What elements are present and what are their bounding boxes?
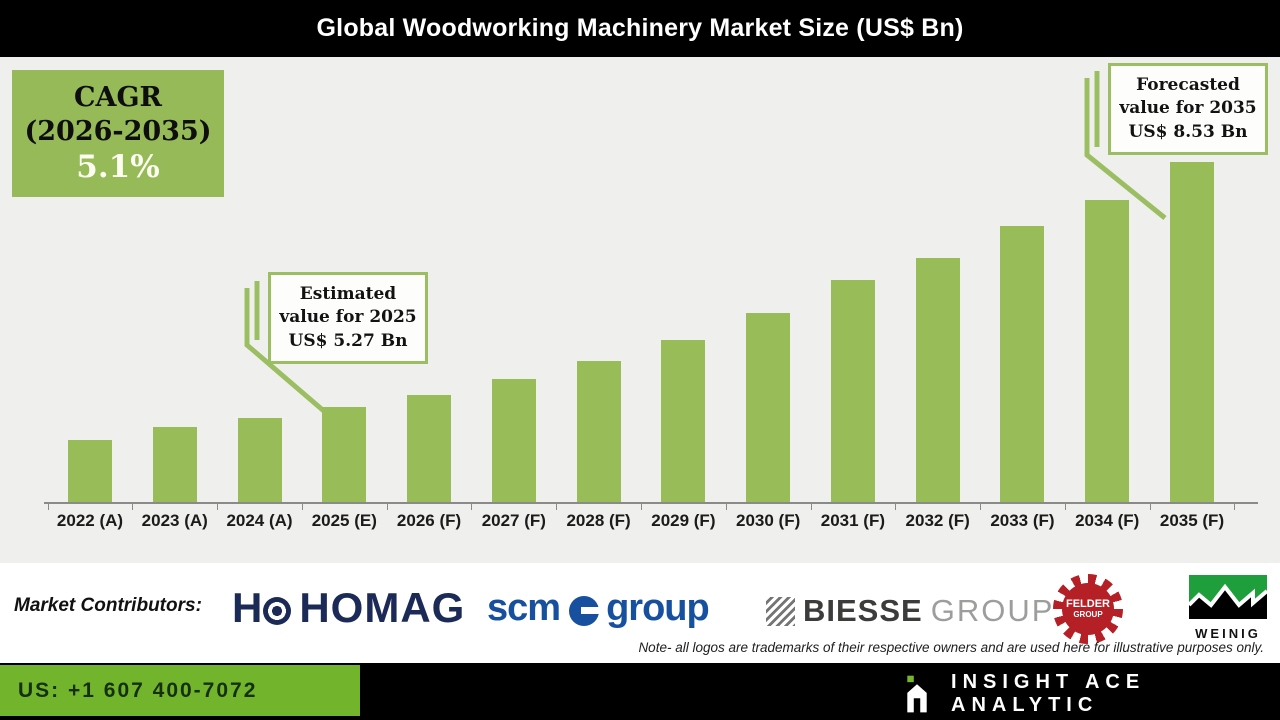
x-axis-tick	[1064, 504, 1066, 510]
contributors-label: Market Contributors:	[14, 595, 202, 616]
x-axis-tick	[1234, 504, 1236, 510]
x-axis-tick	[386, 504, 388, 510]
phone-number: US: +1 607 400-7072	[18, 678, 258, 702]
estimated-line2: value for 2025	[279, 307, 417, 328]
callout-forecasted-2035: Forecasted value for 2035 US$ 8.53 Bn	[1108, 63, 1268, 155]
scm-group-wordmark: group	[606, 587, 710, 629]
biesse-wordmark: BIESSE	[803, 593, 923, 628]
x-axis-tick	[301, 504, 303, 510]
felder-line1: FELDER	[1066, 598, 1110, 611]
bar-2023-a	[152, 427, 197, 503]
contributors-strip: Market Contributors: H HOMAG scm group B…	[0, 563, 1280, 663]
bar-2033-f	[1000, 226, 1045, 503]
bar-2028-f	[576, 361, 621, 503]
forecasted-value: US$ 8.53 Bn	[1128, 121, 1248, 142]
bar-2024-a	[237, 418, 282, 503]
trademark-note: Note- all logos are trademarks of their …	[638, 640, 1264, 655]
x-axis-tick	[217, 504, 219, 510]
x-axis-label: 2026 (F)	[396, 511, 462, 530]
x-axis-label: 2032 (F)	[905, 511, 970, 530]
biesse-group-wordmark: GROUP	[930, 593, 1055, 628]
scm-circle-e-icon	[569, 595, 601, 626]
weinig-logo: WEINIG	[1187, 575, 1269, 641]
bar-2031-f	[830, 280, 875, 503]
bar-2026-f	[407, 395, 452, 503]
homag-h-letter: H	[232, 584, 262, 631]
estimated-value: US$ 5.27 Bn	[288, 330, 408, 351]
scm-wordmark: scm	[487, 587, 561, 629]
scm-group-logo: scm group	[487, 587, 710, 630]
footer-bar: US: +1 607 400-7072 INSIGHT ACE ANALYTIC	[0, 663, 1280, 720]
brand-name: INSIGHT ACE ANALYTIC	[951, 671, 1146, 716]
x-axis-label: 2022 (A)	[56, 511, 124, 530]
cagr-range: (2026-2035)	[24, 115, 212, 147]
x-axis-tick	[640, 504, 642, 510]
bar-2025-e	[322, 407, 367, 503]
bar-2029-f	[661, 340, 706, 503]
x-axis-label: 2023 (A)	[141, 511, 208, 530]
phone-box: US: +1 607 400-7072	[0, 665, 360, 716]
weinig-wordmark: WEINIG	[1195, 626, 1261, 641]
x-axis-label: 2034 (F)	[1075, 511, 1140, 530]
x-axis-tick	[810, 504, 812, 510]
bar-2022-a	[67, 440, 112, 503]
x-axis-label: 2028 (F)	[566, 511, 631, 530]
felder-line2: GROUP	[1073, 609, 1103, 619]
forecasted-line1: Forecasted	[1136, 74, 1240, 95]
bar-2035-f	[1169, 162, 1214, 503]
homag-circle-dot-icon	[263, 597, 292, 625]
title-bar: Global Woodworking Machinery Market Size…	[0, 0, 1280, 57]
x-axis-label: 2029 (F)	[651, 511, 716, 530]
x-axis-tick	[725, 504, 727, 510]
homag-logo: H HOMAG	[232, 584, 465, 632]
x-axis-tick	[1149, 504, 1151, 510]
weinig-skyline-icon	[1187, 575, 1269, 619]
chart-title: Global Woodworking Machinery Market Size…	[316, 14, 964, 42]
biesse-hatched-square-icon	[766, 596, 795, 626]
x-axis-label: 2035 (F)	[1159, 511, 1225, 530]
callout-estimated-2025: Estimated value for 2025 US$ 5.27 Bn	[268, 272, 428, 364]
x-axis-tick	[980, 504, 982, 510]
bar-2032-f	[915, 258, 960, 503]
x-axis-tick	[895, 504, 897, 510]
bar-2030-f	[746, 313, 791, 503]
x-axis-label: 2031 (F)	[820, 511, 886, 530]
homag-wordmark: HOMAG	[299, 584, 466, 631]
estimated-line1: Estimated	[299, 283, 397, 304]
cagr-label: CAGR	[74, 82, 162, 114]
felder-group-badge-icon: FELDER GROUP	[1053, 574, 1123, 644]
x-axis-tick	[471, 504, 473, 510]
x-axis-tick	[132, 504, 134, 510]
felder-badge-center: FELDER GROUP	[1062, 583, 1114, 635]
brand-block: INSIGHT ACE ANALYTIC	[903, 671, 1280, 717]
x-axis-label: 2027 (F)	[481, 511, 546, 530]
bar-2034-f	[1085, 200, 1130, 503]
x-axis-line	[44, 502, 1258, 504]
biesse-group-logo: BIESSE GROUP	[766, 593, 1054, 629]
cagr-box: CAGR (2026-2035) 5.1%	[12, 70, 224, 197]
forecasted-line2: value for 2035	[1119, 98, 1257, 119]
x-axis-label: 2024 (A)	[226, 511, 293, 530]
x-axis-label: 2025 (E)	[311, 511, 377, 530]
chart-area: 2022 (A) 2023 (A) 2024 (A) 2025 (E) 2026 (F)…	[0, 57, 1280, 563]
x-axis-tick	[47, 504, 49, 510]
x-axis-label: 2030 (F)	[736, 511, 801, 530]
bar-2027-f	[491, 379, 536, 503]
cagr-value: 5.1%	[76, 148, 160, 185]
x-axis-tick	[556, 504, 558, 510]
insight-ace-a-icon	[907, 675, 927, 713]
x-axis-label: 2033 (F)	[990, 511, 1055, 530]
